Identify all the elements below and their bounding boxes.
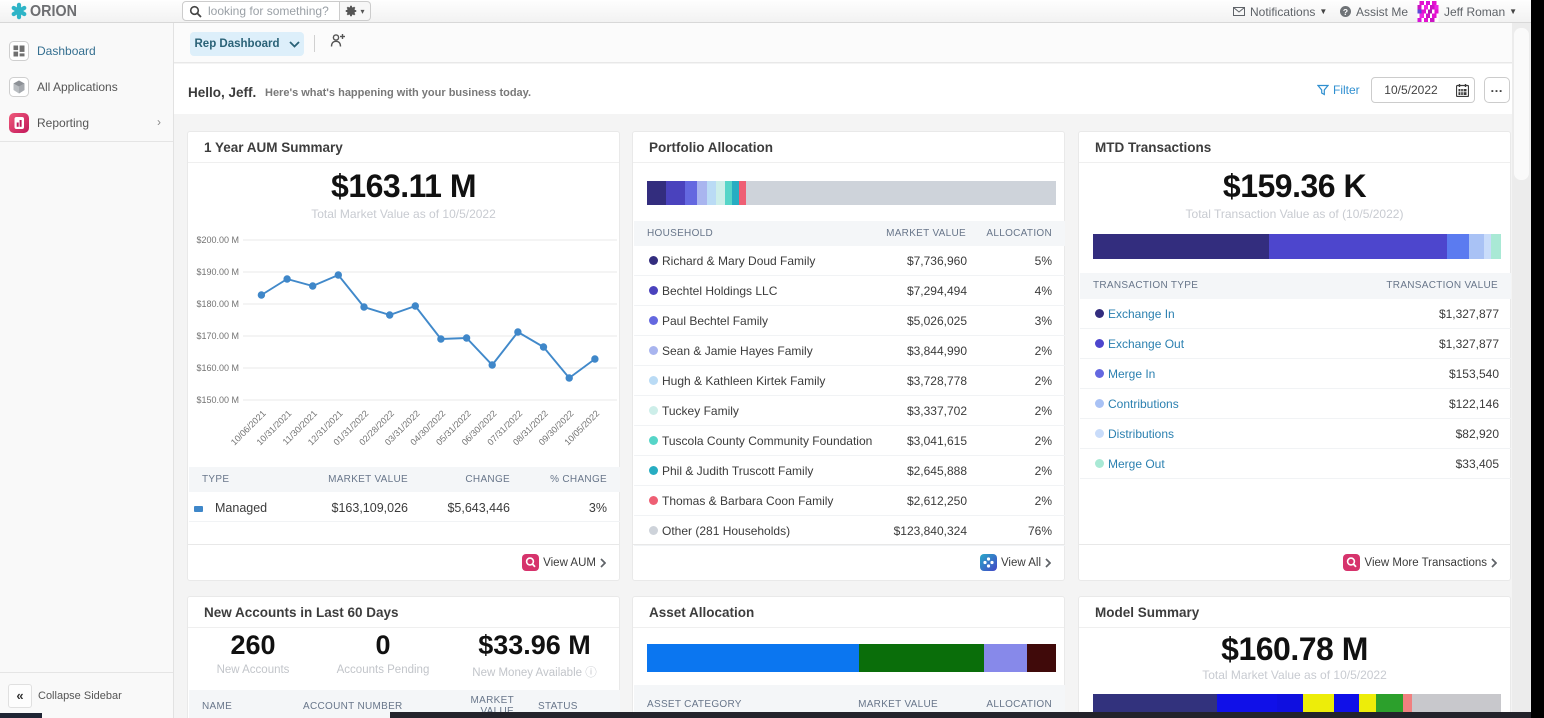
svg-text:$160.00 M: $160.00 M — [196, 363, 239, 373]
svg-text:$170.00 M: $170.00 M — [196, 331, 239, 341]
svg-text:$180.00 M: $180.00 M — [196, 299, 239, 309]
svg-text:$200.00 M: $200.00 M — [196, 235, 239, 245]
svg-text:ORION: ORION — [30, 3, 77, 20]
svg-text:$150.00 M: $150.00 M — [196, 395, 239, 405]
svg-text:$190.00 M: $190.00 M — [196, 267, 239, 277]
